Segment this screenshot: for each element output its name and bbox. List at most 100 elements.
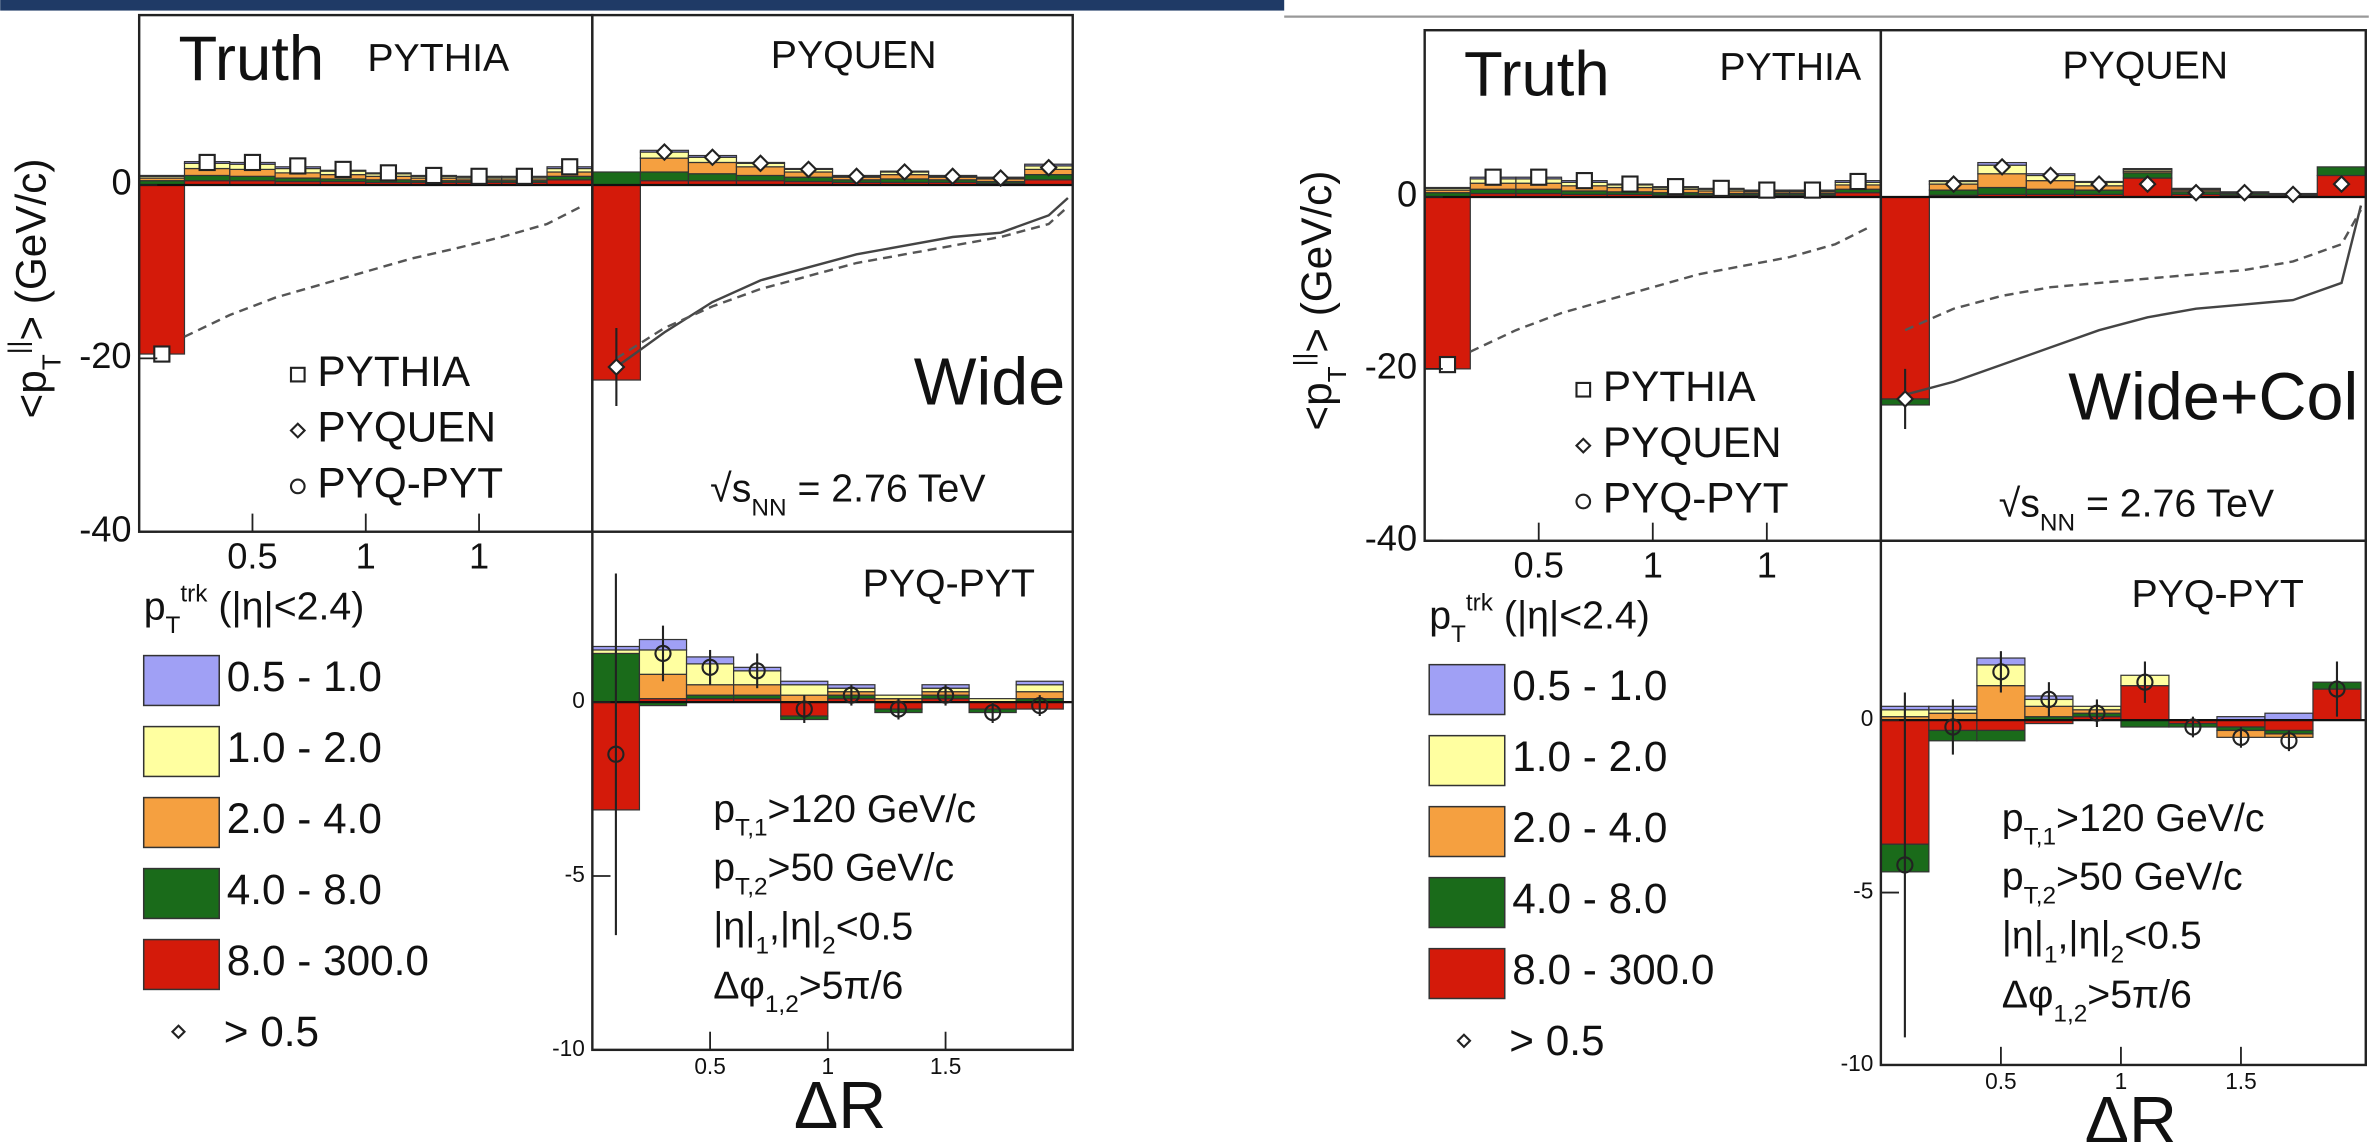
text-part: 2 bbox=[2111, 941, 2125, 968]
legend-swatch bbox=[142, 725, 220, 778]
marker-circle bbox=[2088, 704, 2106, 722]
text-part: ,|η| bbox=[769, 905, 822, 949]
bar-segment bbox=[2122, 167, 2173, 171]
marker-diamond bbox=[703, 148, 722, 167]
legend-label: 8.0 - 300.0 bbox=[227, 937, 429, 984]
legend-label: PYQUEN bbox=[1603, 419, 1782, 466]
legend-swatch bbox=[1428, 876, 1506, 929]
marker-diamond bbox=[607, 357, 626, 377]
text-part: T,1 bbox=[2024, 824, 2056, 851]
bar-segment bbox=[1976, 729, 2026, 742]
curve bbox=[615, 205, 1069, 360]
text-part: >50 GeV/c bbox=[768, 846, 955, 890]
y-tick-label: -10 bbox=[1841, 1050, 1874, 1076]
marker-circle bbox=[842, 686, 860, 704]
panel-bg bbox=[1424, 30, 1881, 541]
marker-square bbox=[1803, 181, 1822, 199]
marker-diamond bbox=[2187, 183, 2206, 202]
text-part: |η| bbox=[2002, 914, 2044, 958]
legend-swatch bbox=[142, 867, 220, 920]
bar-segment bbox=[780, 680, 829, 686]
marker-circle bbox=[795, 700, 813, 718]
text-part: T bbox=[166, 612, 181, 639]
marker-diamond bbox=[2283, 185, 2303, 204]
marker-square bbox=[1666, 178, 1685, 196]
bar-segment bbox=[183, 174, 231, 182]
x-tick-label: 1.5 bbox=[2225, 1068, 2256, 1094]
marker-square bbox=[470, 167, 488, 185]
plot-area bbox=[139, 15, 593, 532]
text-part: √s bbox=[1999, 482, 2040, 526]
bar-segment bbox=[2264, 719, 2314, 732]
x-tick-label: 0.5 bbox=[1514, 545, 1564, 586]
y-tick-label: -20 bbox=[1365, 345, 1417, 386]
marker-circle bbox=[701, 658, 719, 676]
marker-circle bbox=[1944, 718, 1962, 736]
panel-frame bbox=[1879, 539, 2367, 1067]
text-part: = 2.76 TeV bbox=[787, 467, 987, 511]
legend-label: 2.0 - 4.0 bbox=[1512, 804, 1667, 851]
x-tick-label: 1 bbox=[1643, 545, 1663, 586]
text-part: >50 GeV/c bbox=[2056, 855, 2243, 899]
bar-segment bbox=[139, 174, 186, 177]
legend-swatch bbox=[142, 938, 220, 991]
panel-title: PYQUEN bbox=[771, 33, 937, 77]
marker-square bbox=[153, 345, 171, 363]
corner-label: Truth bbox=[178, 24, 324, 94]
legend-label: 0.5 - 1.0 bbox=[1512, 662, 1667, 709]
marker-diamond bbox=[289, 422, 307, 439]
text-part: T bbox=[1451, 621, 1466, 648]
bar-segment bbox=[687, 173, 738, 182]
legend-label: > 0.5 bbox=[224, 1008, 319, 1055]
marker-circle bbox=[607, 745, 625, 763]
bar-segment bbox=[2025, 188, 2076, 195]
marker-square bbox=[289, 366, 306, 383]
text-part: || bbox=[2, 341, 32, 355]
x-axis-label: ΔR bbox=[2085, 1084, 2177, 1142]
legend-swatch bbox=[1428, 805, 1506, 858]
legend-label: 1.0 - 2.0 bbox=[227, 724, 382, 771]
text-part: p bbox=[2002, 855, 2024, 899]
x-axis-label: ΔR bbox=[794, 1069, 886, 1142]
marker-square bbox=[1758, 181, 1776, 199]
legend-swatch bbox=[1428, 947, 1506, 1000]
text-part: p bbox=[144, 584, 166, 628]
bar-segment bbox=[685, 684, 735, 696]
cut-label: pT,2>50 GeV/c bbox=[713, 846, 954, 901]
curve bbox=[615, 197, 1069, 369]
text-part: <0.5 bbox=[2124, 914, 2202, 958]
x-tick-label: 1 bbox=[822, 1053, 835, 1079]
panel-bg bbox=[592, 531, 1073, 1050]
marker-square bbox=[1484, 168, 1502, 186]
x-tick-label: 0.5 bbox=[1985, 1068, 2016, 1094]
marker-circle bbox=[889, 700, 908, 718]
bar-segment bbox=[229, 175, 276, 182]
bar-segment bbox=[1424, 186, 1471, 189]
y-tick-label: 0 bbox=[572, 687, 585, 713]
legend-label: 8.0 - 300.0 bbox=[1512, 946, 1714, 993]
curve bbox=[1904, 209, 2362, 332]
marker-circle bbox=[654, 644, 672, 663]
marker-square bbox=[1575, 172, 1593, 190]
marker-circle bbox=[1992, 663, 2010, 681]
legend-swatch bbox=[142, 654, 220, 707]
text-part: NN bbox=[2040, 509, 2075, 536]
cut-label: |η|1,|η|2<0.5 bbox=[713, 905, 913, 960]
y-tick-label: -40 bbox=[1365, 517, 1417, 558]
legend-label: 1.0 - 2.0 bbox=[1512, 733, 1667, 780]
marker-diamond bbox=[2138, 175, 2157, 194]
panel-bg bbox=[1880, 30, 2366, 541]
y-tick-label: 0 bbox=[111, 162, 131, 203]
panel-frame bbox=[591, 530, 1074, 1052]
text-part: T bbox=[36, 354, 66, 370]
curve bbox=[183, 205, 582, 338]
x-tick-label: 1 bbox=[469, 535, 489, 576]
marker-diamond bbox=[2041, 166, 2060, 185]
text-part: p bbox=[713, 787, 735, 831]
text-part: p bbox=[2002, 796, 2024, 840]
text-part: T bbox=[1322, 366, 1352, 382]
cut-label: Δφ1,2>5π/6 bbox=[713, 963, 903, 1018]
marker-diamond bbox=[751, 154, 770, 173]
marker-square bbox=[515, 167, 533, 185]
